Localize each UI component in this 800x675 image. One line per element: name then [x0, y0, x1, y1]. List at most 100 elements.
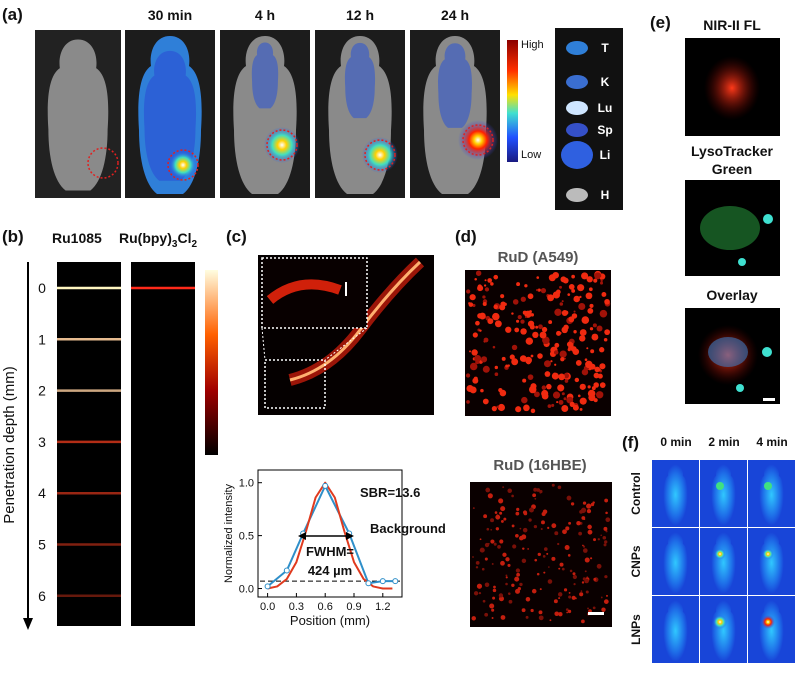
cell	[498, 596, 504, 602]
cell	[501, 356, 506, 361]
cell	[529, 507, 534, 513]
cell	[604, 298, 610, 305]
cell	[604, 540, 608, 544]
organ-label: Lu	[598, 101, 613, 115]
cell	[557, 384, 565, 392]
cell	[512, 299, 519, 305]
cell	[546, 552, 549, 555]
cell	[497, 403, 506, 412]
panel-e: (e) NIR-II FL LysoTracker Green Overlay	[650, 13, 780, 404]
cell	[558, 612, 563, 617]
cell	[487, 278, 493, 283]
y-axis-label: Normalized intensity	[223, 483, 235, 583]
cell	[600, 534, 603, 537]
cell	[591, 386, 596, 391]
cell	[475, 566, 479, 569]
cell	[487, 493, 493, 499]
cell	[493, 304, 498, 310]
cell	[587, 524, 592, 530]
cell	[579, 335, 586, 342]
cell	[550, 360, 553, 363]
cell	[573, 310, 576, 313]
cell	[541, 385, 547, 390]
cell	[568, 316, 575, 323]
cell	[581, 316, 590, 324]
cell	[473, 376, 478, 381]
cell	[536, 572, 540, 576]
cell	[525, 337, 534, 345]
cell	[547, 294, 555, 302]
tumor-circle	[266, 129, 298, 161]
cell	[558, 597, 561, 600]
cell	[507, 592, 511, 595]
cell	[596, 563, 602, 569]
cell	[553, 350, 559, 355]
signal-spot	[458, 120, 498, 160]
cell	[484, 287, 490, 292]
cell	[487, 542, 490, 545]
x-tick-label: 0.9	[346, 601, 361, 613]
cell	[587, 385, 591, 389]
cell	[543, 360, 551, 368]
cell	[583, 518, 586, 521]
cell	[554, 363, 557, 366]
x-tick-label: 0.3	[289, 601, 304, 613]
cell	[700, 206, 760, 250]
cell	[494, 511, 498, 514]
cell	[603, 526, 608, 531]
cell	[535, 325, 539, 329]
cell	[490, 282, 494, 286]
cell	[579, 592, 584, 597]
cell	[599, 309, 608, 318]
cell	[557, 485, 562, 490]
cell	[475, 320, 480, 326]
cell	[591, 333, 599, 341]
cell	[540, 528, 543, 531]
cell	[554, 308, 562, 316]
cell	[473, 591, 479, 596]
cell	[551, 523, 557, 529]
cell	[561, 405, 569, 412]
cell	[586, 503, 592, 509]
x-axis-label: Position (mm)	[290, 613, 370, 628]
cell	[534, 497, 537, 500]
cell	[522, 527, 528, 533]
cell	[563, 397, 567, 401]
cell	[581, 272, 589, 280]
cell	[572, 574, 577, 580]
subscript: 2	[191, 239, 197, 250]
cell	[465, 373, 471, 378]
annotation: Background	[370, 521, 446, 536]
x-tick-label: 1.2	[375, 601, 390, 613]
panel-label: (c)	[226, 227, 247, 246]
cell	[494, 372, 499, 377]
cell	[521, 299, 524, 302]
cell	[524, 316, 527, 319]
colorbar-high: High	[521, 39, 544, 51]
tumor-circle	[167, 149, 199, 181]
cell	[515, 406, 522, 413]
cell	[511, 344, 518, 351]
tumor-circle	[87, 147, 119, 179]
data-point	[365, 580, 372, 587]
cell	[572, 572, 576, 576]
cell	[541, 389, 549, 398]
cell	[493, 585, 496, 589]
cell	[519, 355, 527, 362]
organ	[566, 101, 588, 115]
cell	[542, 555, 546, 558]
cell	[605, 594, 608, 597]
zoom-box	[264, 359, 326, 409]
plot-frame	[257, 469, 403, 598]
cell	[539, 588, 542, 591]
treatment-grid: 0 min 2 min 4 min Control CNPs LNPs	[629, 435, 795, 663]
cell	[592, 323, 597, 328]
panel-d: (d) RuD (A549) RuD (16HBE)	[455, 227, 612, 627]
organs: T K Lu Sp Li H	[561, 41, 613, 202]
cell	[593, 577, 597, 581]
cell	[579, 383, 586, 390]
image-title: RuD (16HBE)	[493, 457, 586, 474]
cell	[561, 392, 565, 396]
cell	[515, 568, 521, 573]
cell	[482, 398, 489, 405]
